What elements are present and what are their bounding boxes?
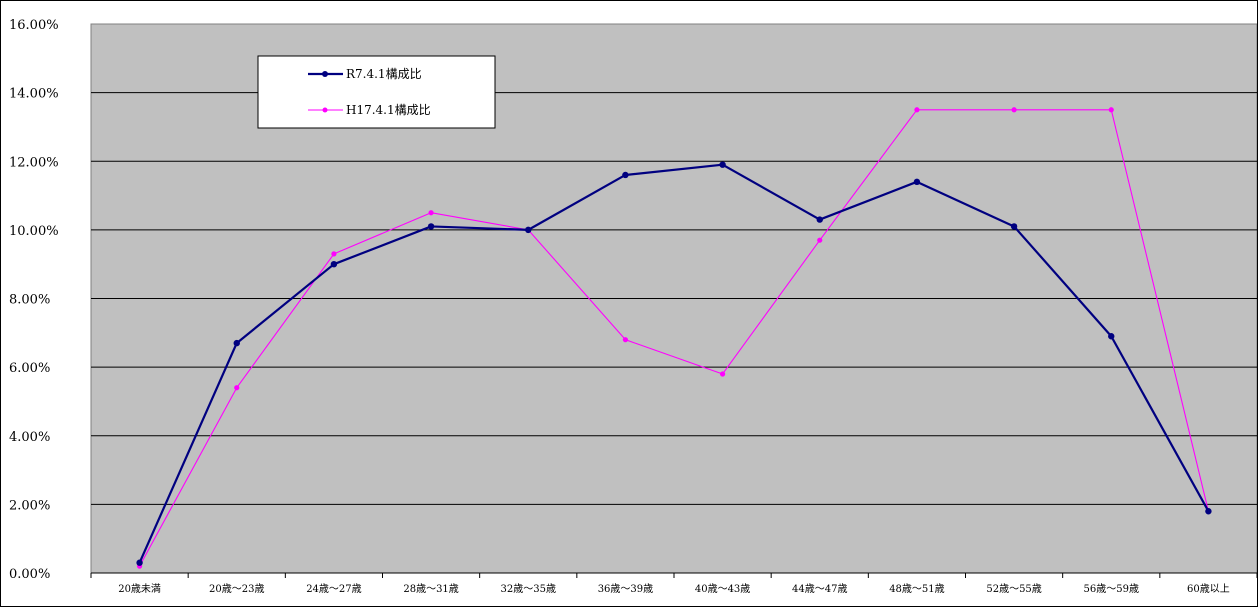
data-point <box>331 251 337 257</box>
x-tick-label: 20歳～23歳 <box>209 583 264 595</box>
data-point <box>914 107 920 113</box>
data-point <box>1010 223 1018 230</box>
y-tick-label: 2.00% <box>9 498 50 513</box>
x-tick-label: 56歳～59歳 <box>1084 583 1139 595</box>
data-point <box>234 385 240 391</box>
data-point <box>719 371 726 377</box>
data-point <box>1205 508 1212 515</box>
y-tick-label: 8.00% <box>9 293 50 308</box>
x-tick-label: 24歳～27歳 <box>306 583 361 595</box>
data-point <box>427 223 435 230</box>
series-line <box>138 163 1210 564</box>
data-point <box>913 178 921 186</box>
data-point <box>622 337 629 343</box>
y-tick-label: 14.00% <box>9 87 59 102</box>
y-tick-label: 12.00% <box>9 155 59 170</box>
y-axis-tick-labels: 0.00% 2.00% 4.00% 6.00% 8.00% 10.00% 12.00% 14.… <box>9 18 59 582</box>
legend: R7.4.1構成比 H17.4.1構成比 <box>257 55 496 129</box>
x-tick-label: 20歳未満 <box>118 583 161 595</box>
data-point <box>330 260 338 268</box>
x-tick-label: 48歳～51歳 <box>889 583 944 595</box>
x-axis-tick-labels: 20歳未満 20歳～23歳 24歳～27歳 28歳～31歳 32歳～35歳 36歳～39歳… <box>90 572 1257 595</box>
data-point <box>816 216 823 223</box>
y-tick-label: 16.00% <box>9 18 59 33</box>
data-point <box>719 161 726 168</box>
legend-swatch-marker <box>322 71 328 77</box>
x-tick-label: 36歳～39歳 <box>598 583 653 595</box>
series-r7 <box>136 161 1212 566</box>
y-tick-label: 6.00% <box>9 361 50 376</box>
data-point <box>233 339 240 347</box>
data-point <box>1108 333 1115 340</box>
legend-label: H17.4.1構成比 <box>346 103 431 117</box>
data-point <box>817 237 823 243</box>
x-tick-label: 44歳～47歳 <box>792 583 847 595</box>
legend-box <box>257 55 496 129</box>
x-tick-label: 60歳以上 <box>1187 583 1230 595</box>
x-tick-label: 28歳～31歳 <box>403 583 458 595</box>
data-point <box>428 210 434 216</box>
data-point <box>525 226 532 234</box>
legend-swatch-marker <box>322 107 328 113</box>
x-tick-label: 32歳～35歳 <box>501 583 556 595</box>
y-tick-label: 0.00% <box>9 567 50 582</box>
series-layer <box>136 107 1212 569</box>
legend-label: R7.4.1構成比 <box>346 67 422 81</box>
x-tick-label: 52歳～55歳 <box>986 583 1041 595</box>
data-point <box>1011 107 1017 113</box>
y-tick-label: 10.00% <box>9 224 59 239</box>
data-point <box>1108 107 1114 113</box>
data-point <box>622 171 629 179</box>
y-tick-label: 4.00% <box>9 430 50 445</box>
x-tick-label: 40歳～43歳 <box>695 583 750 595</box>
data-point <box>136 559 143 566</box>
